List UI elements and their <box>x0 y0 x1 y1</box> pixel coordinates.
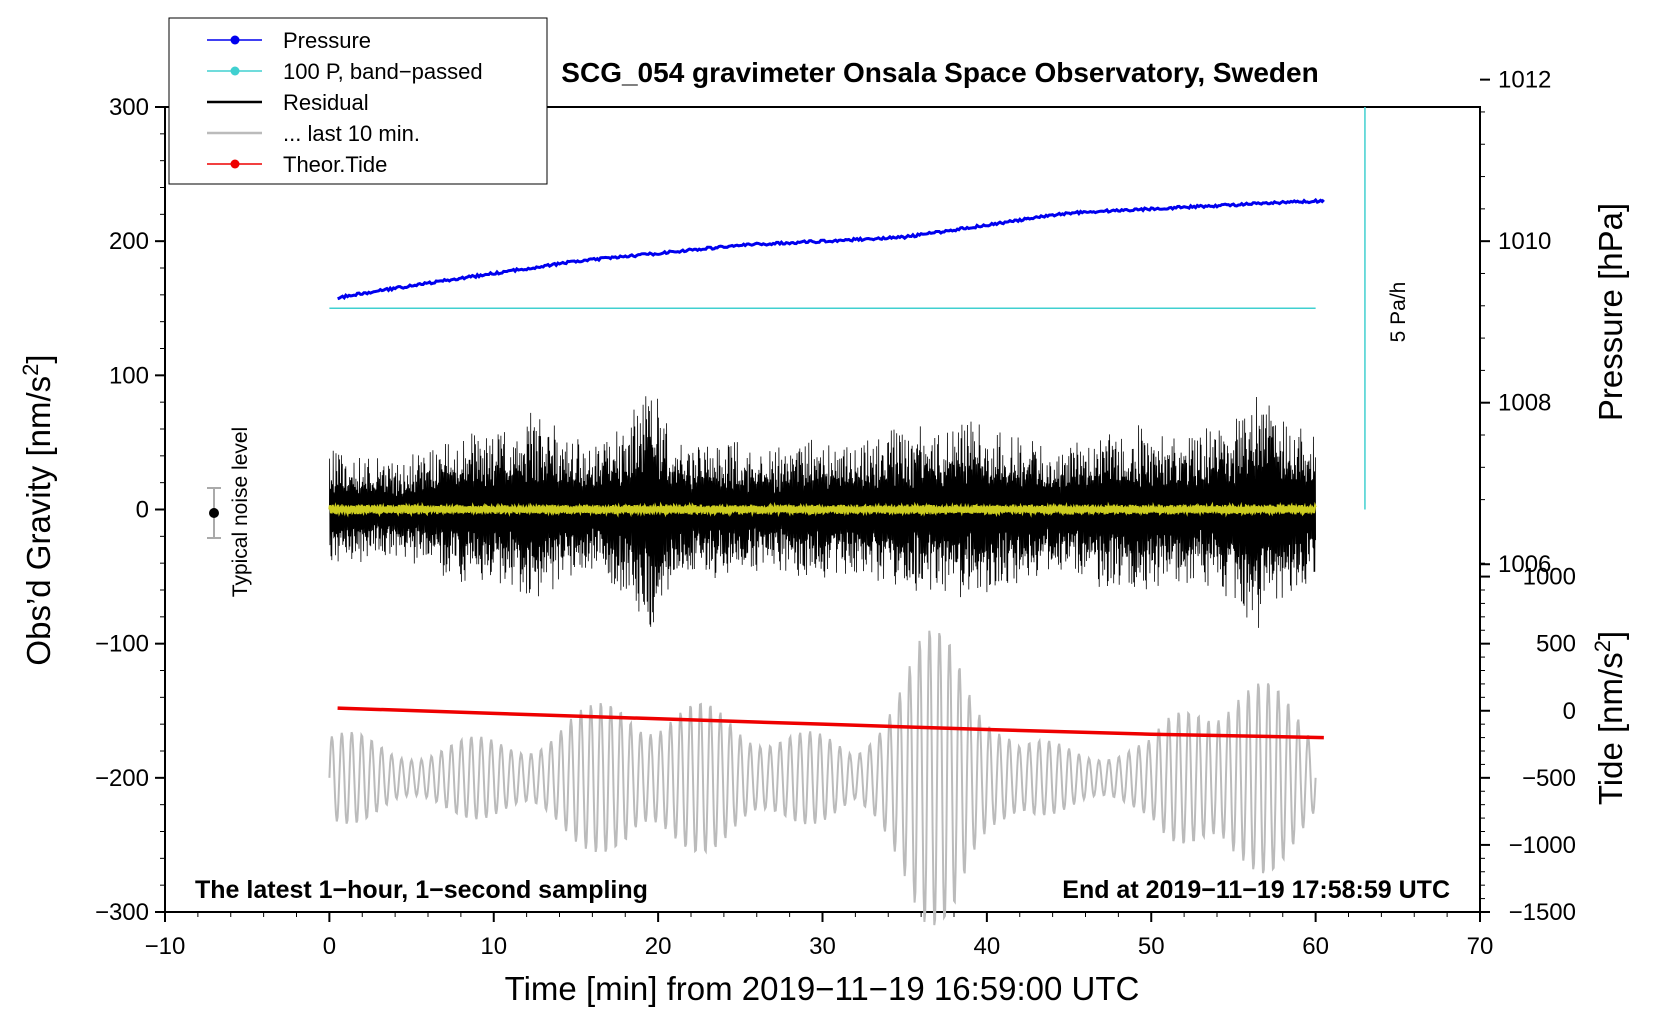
tide-tick-label: −500 <box>1522 765 1576 792</box>
rate-indicator: 5 Pa/h <box>1364 107 1410 510</box>
x-tick-label: −10 <box>145 933 186 960</box>
annotation-sampling: The latest 1−hour, 1−second sampling <box>195 876 648 904</box>
noise-level-indicator: Typical noise level <box>207 427 252 597</box>
series-theor-tide <box>337 706 1324 740</box>
y-axis-title-left: Obs’d Gravity [nm/s2] <box>18 354 58 665</box>
tide-tick-label: 0 <box>1563 698 1576 725</box>
y-tick-label: 300 <box>109 94 149 121</box>
series-pressure <box>337 197 1325 301</box>
x-tick-label: 20 <box>645 933 672 960</box>
legend-label: 100 P, band−passed <box>283 59 483 84</box>
pressure-tick-label: 1006 <box>1498 551 1551 578</box>
legend-marker <box>230 66 240 76</box>
tide-title-sup: 2 <box>1590 640 1615 652</box>
x-tick-label: 50 <box>1138 933 1165 960</box>
y-left-title-sup: 2 <box>18 364 43 376</box>
legend-label: Pressure <box>283 28 371 53</box>
pressure-tick-label: 1010 <box>1498 228 1551 255</box>
chart-title: SCG_054 gravimeter Onsala Space Observat… <box>561 57 1318 88</box>
legend-marker <box>230 159 240 169</box>
x-tick-label: 30 <box>809 933 836 960</box>
y-left-title-main: Obs’d Gravity [nm/s <box>20 376 57 666</box>
legend-marker <box>230 35 240 45</box>
ticks-layer <box>155 78 1490 922</box>
noise-point <box>209 508 219 518</box>
y-left-title-end: ] <box>20 354 57 363</box>
y-tick-label: 0 <box>136 497 149 524</box>
x-axis-title: Time [min] from 2019−11−19 16:59:00 UTC <box>505 970 1140 1007</box>
pressure-tick-label: 1008 <box>1498 390 1551 417</box>
tide-title-main: Tide [nm/s <box>1592 652 1629 805</box>
series-residual <box>329 396 1316 628</box>
legend: Pressure 100 P, band−passed Residual ... la… <box>168 17 548 185</box>
x-tick-label: 70 <box>1467 933 1494 960</box>
y-axis-title-pressure: Pressure [hPa] <box>1592 203 1629 421</box>
legend-label: Residual <box>283 90 369 115</box>
y-tick-label: 100 <box>109 362 149 389</box>
x-tick-label: 0 <box>323 933 336 960</box>
y-tick-label: −300 <box>95 899 149 926</box>
series-last-10-min <box>328 630 1317 926</box>
y-axis-title-tide: Tide [nm/s2] <box>1590 631 1630 805</box>
series-layer <box>328 197 1325 926</box>
legend-entries: Pressure 100 P, band−passed Residual ... la… <box>207 28 483 177</box>
legend-label: ... last 10 min. <box>283 121 420 146</box>
pressure-tick-label: 1012 <box>1498 67 1551 94</box>
rate-label: 5 Pa/h <box>1387 282 1410 343</box>
tide-tick-label: 1000 <box>1523 564 1576 591</box>
y-tick-label: −100 <box>95 631 149 658</box>
series-residual-filtered <box>328 501 1317 518</box>
labels-layer: −10 0 10 20 30 40 50 60 703002001000−100−200−300… <box>95 67 1576 960</box>
tide-title-end: ] <box>1592 631 1629 640</box>
tide-tick-label: 500 <box>1536 631 1576 658</box>
annotation-end-time: End at 2019−11−19 17:58:59 UTC <box>1062 876 1450 904</box>
x-tick-label: 60 <box>1302 933 1329 960</box>
noise-label: Typical noise level <box>229 427 252 597</box>
y-tick-label: −200 <box>95 765 149 792</box>
x-tick-label: 40 <box>974 933 1001 960</box>
x-tick-label: 10 <box>480 933 507 960</box>
y-tick-label: 200 <box>109 228 149 255</box>
tide-tick-label: −1500 <box>1509 899 1576 926</box>
tide-tick-label: −1000 <box>1509 832 1576 859</box>
legend-label: Theor.Tide <box>283 152 387 177</box>
